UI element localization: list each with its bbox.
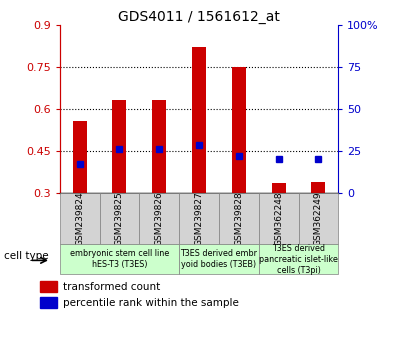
Text: GSM239824: GSM239824 bbox=[75, 191, 84, 246]
Bar bbox=[60, 244, 179, 274]
Bar bbox=[60, 193, 100, 244]
Bar bbox=[259, 244, 338, 274]
Text: GSM239828: GSM239828 bbox=[234, 191, 243, 246]
Bar bbox=[192, 47, 206, 193]
Bar bbox=[40, 297, 57, 308]
Text: embryonic stem cell line
hES-T3 (T3ES): embryonic stem cell line hES-T3 (T3ES) bbox=[70, 249, 169, 269]
Text: GSM362248: GSM362248 bbox=[274, 191, 283, 246]
Bar bbox=[179, 193, 219, 244]
Text: GSM362249: GSM362249 bbox=[314, 191, 323, 246]
Bar bbox=[152, 101, 166, 193]
Title: GDS4011 / 1561612_at: GDS4011 / 1561612_at bbox=[118, 10, 280, 24]
Bar bbox=[259, 193, 298, 244]
Bar bbox=[298, 193, 338, 244]
Bar bbox=[72, 121, 87, 193]
Text: GSM239825: GSM239825 bbox=[115, 191, 124, 246]
Text: transformed count: transformed count bbox=[64, 282, 161, 292]
Bar bbox=[40, 281, 57, 292]
Bar bbox=[312, 182, 326, 193]
Text: percentile rank within the sample: percentile rank within the sample bbox=[64, 298, 239, 308]
Bar bbox=[100, 193, 139, 244]
Text: GSM239827: GSM239827 bbox=[195, 191, 203, 246]
Bar bbox=[219, 193, 259, 244]
Bar bbox=[232, 67, 246, 193]
Text: GSM239826: GSM239826 bbox=[155, 191, 164, 246]
Bar bbox=[113, 101, 127, 193]
Text: T3ES derived embr
yoid bodies (T3EB): T3ES derived embr yoid bodies (T3EB) bbox=[180, 249, 258, 269]
Bar bbox=[139, 193, 179, 244]
Text: T3ES derived
pancreatic islet-like
cells (T3pi): T3ES derived pancreatic islet-like cells… bbox=[259, 244, 338, 275]
Bar bbox=[271, 183, 286, 193]
Text: cell type: cell type bbox=[4, 251, 49, 261]
Bar bbox=[179, 244, 259, 274]
